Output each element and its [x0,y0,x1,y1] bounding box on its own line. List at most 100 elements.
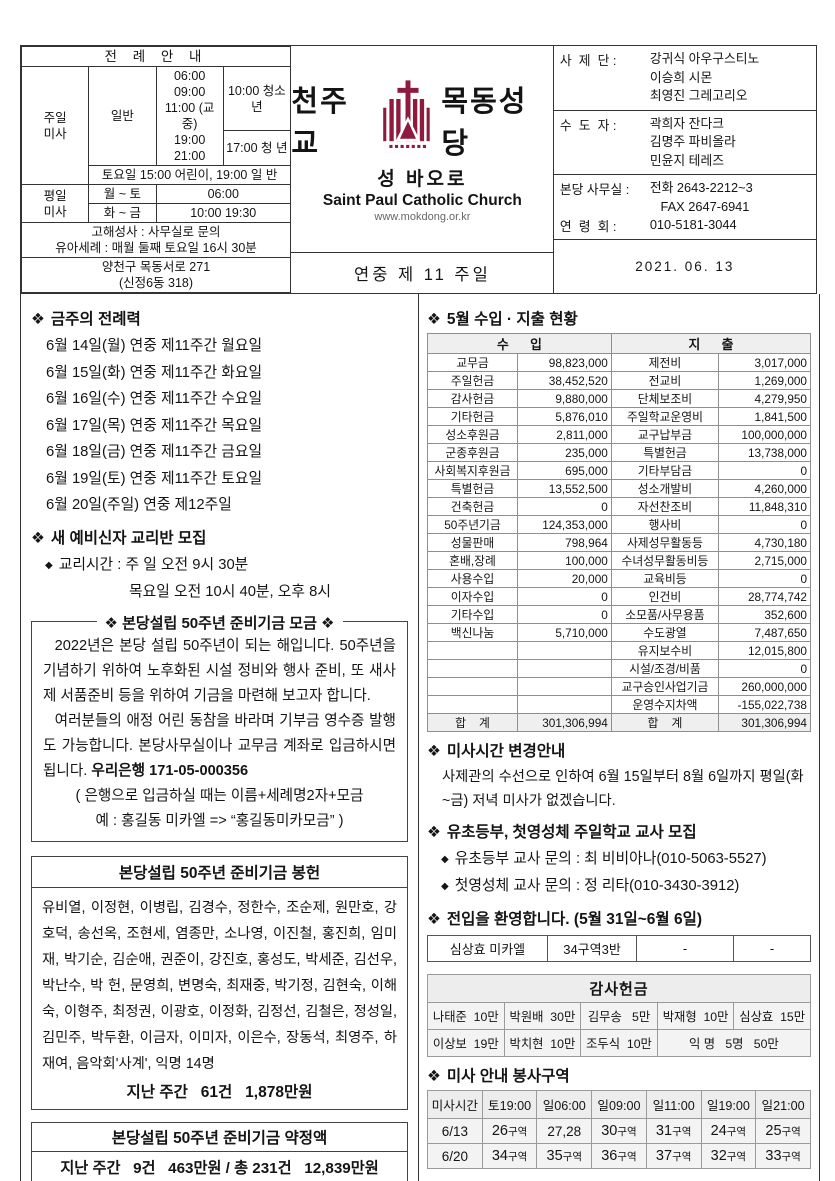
finance-row: 운영수지차액 -155,022,738 [427,695,811,715]
religious-label: 수 도 자 : [559,117,617,133]
finance-cell: 100,000,000 [718,425,811,445]
finance-cell: 2,811,000 [517,425,612,445]
finance-cell: 혼배,장례 [427,551,518,571]
zones-row: 6/13 26구역 27,28 30구역 31구역 24구역 25구역 [427,1118,811,1145]
finance-row: 성물판매 798,964 사제성무활동등 4,730,180 [427,533,811,553]
finance-cell: 0 [718,659,811,679]
mon-sat-label: 월 ~ 토 [88,184,157,205]
liturgy-list: 6월 14일(월) 연중 제11주간 월요일 6월 15일(화) 연중 제11주간… [31,333,408,519]
finance-cell: 0 [517,605,612,625]
zones-cell: 31구역 [645,1118,702,1145]
church-name-prefix: 천주교 [291,85,349,160]
finance-cell: 유지보수비 [610,641,720,661]
finance-cell: 군종후원금 [427,443,518,463]
finance-cell: 주일학교운영비 [610,407,720,427]
patron-saint: 성 바오로 [377,168,468,190]
zones-header-cell: 일09:00 [591,1090,647,1120]
finance-row: 특별헌금 13,552,500 성소개발비 4,260,000 [427,479,811,499]
liturgy-item: 6월 19일(토) 연중 제11주간 토요일 [46,470,263,487]
finance-cell: 28,774,742 [718,587,811,607]
finance-cell: 인건비 [610,587,720,607]
zone-suffix: 구역 [617,1126,637,1139]
donors-total-line: 지난 주간 61건 1,878만원 [126,1083,313,1101]
finance-cell: 단체보조비 [610,389,720,409]
finance-row: 이자수입 0 인건비 28,774,742 [427,587,811,607]
welcome-zone: 34구역3반 [546,935,638,963]
diamond-icon: ❖ [427,311,441,329]
fund-paragraph-1: 2022년은 본당 설립 50주년이 되는 해입니다. 50주년을 기념하기 위… [43,637,396,704]
teacher-contact-1: ◆ 유초등부 교사 문의 : 최 비비아나(010-5063-5527) [441,851,767,868]
finance-row: 감사헌금 9,880,000 단체보조비 4,279,950 [427,389,811,409]
yeonryeonghoe-label: 연 령 회 : [559,219,617,235]
liturgy-item: 6월 15일(화) 연중 제11주간 화요일 [46,364,263,381]
zones-header-cell: 일19:00 [700,1090,757,1120]
bullet-icon: ◆ [45,559,53,571]
finance-cell: 기타수입 [427,605,518,625]
catechism-time-line: ◆ 교리시간 : 주 일 오전 9시 30분 [45,556,249,573]
zones-cell: 35구역 [536,1143,593,1170]
thanksgiving-header-row: 감사헌금 [427,974,811,1004]
finance-cell: 감사헌금 [427,389,518,409]
sunday-mass-label: 주일 미사 [20,66,90,186]
diamond-icon: ❖ [427,824,441,842]
body: ❖ 금주의 전례력 6월 14일(월) 연중 제11주간 월요일 6월 15일(화)… [20,294,820,1181]
finance-cell: 0 [718,515,811,535]
finance-cell [517,677,612,697]
diamond-icon: ❖ [427,1068,441,1086]
finance-row: 시설/조경/비품 0 [427,659,811,679]
church-logo-icon [377,79,439,160]
finance-cell: 12,015,800 [718,641,811,661]
finance-cell: 자선찬조비 [610,497,720,517]
finance-cell: 교무금 [427,353,518,373]
fund-paragraph-3: ( 은행으로 입금하실 때는 이름+세례명2자+모금 [75,788,364,805]
zones-cell: 6/20 [427,1143,483,1170]
finance-cell [517,695,612,715]
welcome-name: 심상효 미카엘 [427,935,548,963]
weekday-mass-label: 평일 미사 [20,184,90,224]
finance-total-row: 합 계 301,306,994 합 계 301,306,994 [427,713,811,733]
office-section: 본당 사무실 : 전화 2643-2212~3 FAX 2647-6941 연 … [553,175,816,241]
yeonryeonghoe-phone: 010-5181-3044 [649,217,737,233]
zone-number: 35 [546,1148,563,1165]
finance-cell: 건축헌금 [427,497,518,517]
donors-header: 본당설립 50주년 준비기금 봉헌 [32,857,407,888]
liturgy-item: 6월 16일(수) 연중 제11주간 수요일 [46,391,263,408]
finance-cell [517,641,612,661]
mass-change-title: ❖ 미사시간 변경안내 [427,743,566,761]
saturday-mass-time: 토요일 15:00 어린이, 19:00 일 반 [88,165,291,186]
finance-row: 혼배,장례 100,000 수녀성무활동비등 2,715,000 [427,551,811,571]
thanksgiving-cell: 나태준 10만 [427,1002,505,1031]
finance-cell: 소모품/사무용품 [610,605,720,625]
zones-cell: 24구역 [700,1118,757,1145]
mass-schedule-box: 전 례 안 내 주일 미사 일반 06:00 09:00 11:00 (교중) … [20,45,292,295]
finance-table-body: 교무금 98,823,000 제전비 3,017,000 주일헌금 38,452,520 전… [427,353,811,733]
thanksgiving-table: 감사헌금 나태준 10만 박원배 30만 김무송 5만 박재형 10만 심상효 15만 이… [427,974,812,1058]
finance-cell: 1,269,000 [718,371,811,391]
zones-row: 6/20 34구역 35구역 36구역 37구역 32구역 33구역 [427,1143,811,1170]
finance-row: 건축헌금 0 자선찬조비 11,848,310 [427,497,811,517]
finance-cell: 운영수지차액 [610,695,720,715]
zones-header-cell: 일06:00 [536,1090,593,1120]
zones-header-row: 미사시간 토19:00 일06:00 일09:00 일11:00 일19:00 일21:00 [427,1090,811,1120]
finance-row: 군종후원금 235,000 특별헌금 13,738,000 [427,443,811,463]
diamond-icon: ❖ [427,911,441,929]
fund-drive-box: ❖ 본당설립 50주년 준비기금 모금 ❖ 2022년은 본당 설립 50주년이… [31,611,408,842]
zone-suffix: 구역 [617,1151,637,1164]
teachers-title: ❖ 유초등부, 첫영성체 주일학교 교사 모집 [427,824,697,842]
finance-total-cell: 301,306,994 [718,713,811,733]
finance-cell: 성물판매 [427,533,518,553]
finance-cell: 특별헌금 [610,443,720,463]
bulletin-date: 2021. 06. 13 [635,259,735,275]
finance-row: 교구승인사업기금 260,000,000 [427,677,811,697]
finance-cell: 260,000,000 [718,677,811,697]
header: 전 례 안 내 주일 미사 일반 06:00 09:00 11:00 (교중) … [20,45,820,295]
zones-header-cell: 미사시간 [427,1090,483,1120]
religious-section: 수 도 자 : 곽희자 잔다크 김명주 파비올라 민윤지 테레즈 [553,111,816,176]
zones-table-body: 미사시간 토19:00 일06:00 일09:00 일11:00 일19:00 일21:00… [427,1090,811,1170]
finance-total-cell: 301,306,994 [517,713,612,733]
zone-suffix: 구역 [781,1126,801,1139]
finance-cell: 9,880,000 [517,389,612,409]
general-times: 06:00 09:00 11:00 (교중) 19:00 21:00 [155,66,224,167]
zones-header-cell: 일21:00 [755,1090,811,1120]
church-website: www.mokdong.or.kr [374,210,471,223]
